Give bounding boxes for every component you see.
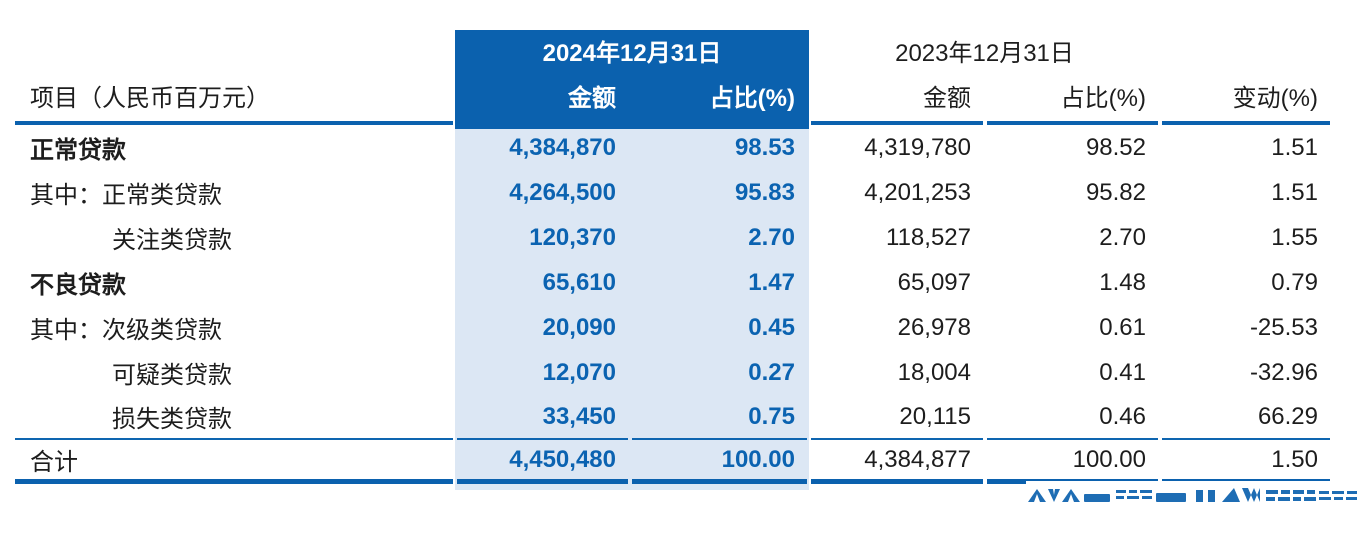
cell-ratio-2024: 1.47 <box>748 268 795 296</box>
row-label: 不良贷款 <box>30 272 126 299</box>
cell-ratio-2024: 0.75 <box>632 395 807 440</box>
cell-ratio-2024: 98.53 <box>734 133 795 161</box>
cell-change: 1.51 <box>1271 133 1318 161</box>
cell-amount-2023: 4,201,253 <box>864 178 971 206</box>
table-row-special-mention-loans: 关注类贷款 120,370 2.70 118,527 2.70 1.55 <box>15 215 1330 260</box>
row-label: 其中：次级类贷款 <box>30 317 222 344</box>
table-row-pass-loans: 其中：正常类贷款 4,264,500 95.83 4,201,253 95.82… <box>15 170 1330 215</box>
cell-amount-2024: 4,450,480 <box>457 440 628 484</box>
row-label: 损失类贷款 <box>15 395 453 440</box>
cell-ratio-2023: 95.82 <box>1085 178 1146 206</box>
col-header-amount-2024: 金额 <box>457 70 628 125</box>
cell-ratio-2023: 0.61 <box>1099 313 1146 341</box>
cell-change: 66.29 <box>1162 395 1330 440</box>
table-row-total: 合计 4,450,480 100.00 4,384,877 100.00 1.5… <box>15 440 1330 484</box>
cell-ratio-2024: 100.00 <box>632 440 807 484</box>
table-row-substandard-loans: 其中：次级类贷款 20,090 0.45 26,978 0.61 -25.53 <box>15 305 1330 350</box>
cell-ratio-2023: 100.00 <box>987 440 1158 484</box>
col-header-project: 项目（人民币百万元） <box>15 70 453 125</box>
table-row-doubtful-loans: 可疑类贷款 12,070 0.27 18,004 0.41 -32.96 <box>15 350 1330 395</box>
cell-change: 1.51 <box>1271 178 1318 206</box>
cell-ratio-2024: 0.45 <box>748 313 795 341</box>
cell-ratio-2023: 98.52 <box>1085 133 1146 161</box>
highlight-2024-column-band <box>455 129 809 490</box>
row-label: 其中：正常类贷款 <box>30 182 222 209</box>
cell-change: 0.79 <box>1271 268 1318 296</box>
cell-amount-2024: 4,264,500 <box>509 178 616 206</box>
row-label: 合计 <box>15 440 453 484</box>
row-label: 关注类贷款 <box>112 227 232 254</box>
table-row-npl: 不良贷款 65,610 1.47 65,097 1.48 0.79 <box>15 260 1330 305</box>
col-header-ratio-2023: 占比(%) <box>987 70 1158 125</box>
cell-ratio-2023: 0.46 <box>987 395 1158 440</box>
cell-amount-2024: 12,070 <box>542 358 616 386</box>
cell-change: -32.96 <box>1249 358 1318 386</box>
col-header-change: 变动(%) <box>1162 70 1330 125</box>
cell-amount-2023: 26,978 <box>897 313 971 341</box>
cell-amount-2024: 20,090 <box>542 313 616 341</box>
cell-ratio-2024: 2.70 <box>748 223 795 251</box>
cell-change: 1.55 <box>1271 223 1318 251</box>
cell-change: -25.53 <box>1249 313 1318 341</box>
table-row-loss-loans: 损失类贷款 33,450 0.75 20,115 0.46 66.29 <box>15 395 1330 440</box>
highlight-2024-header-box <box>455 30 809 129</box>
column-header-row: 项目（人民币百万元） 金额 占比(%) 金额 占比(%) 变动(%) <box>15 70 1330 125</box>
row-label: 正常贷款 <box>30 137 126 164</box>
cell-amount-2024: 33,450 <box>457 395 628 440</box>
cell-amount-2023: 20,115 <box>811 395 983 440</box>
cell-amount-2023: 65,097 <box>897 268 971 296</box>
cell-amount-2024: 120,370 <box>529 223 616 251</box>
cell-ratio-2023: 1.48 <box>1099 268 1146 296</box>
cell-amount-2024: 65,610 <box>542 268 616 296</box>
table-row-normal-loans: 正常贷款 4,384,870 98.53 4,319,780 98.52 1.5… <box>15 125 1330 170</box>
col-header-ratio-2024: 占比(%) <box>632 70 807 125</box>
cell-ratio-2024: 0.27 <box>748 358 795 386</box>
cell-ratio-2024: 95.83 <box>734 178 795 206</box>
cell-amount-2023: 118,527 <box>886 223 971 251</box>
row-label: 可疑类贷款 <box>112 362 232 389</box>
cell-ratio-2023: 0.41 <box>1099 358 1146 386</box>
watermark-logo-icon <box>1026 481 1362 509</box>
group-header-row: 2024年12月31日 2023年12月31日 <box>15 30 1330 70</box>
cell-amount-2023: 18,004 <box>897 358 971 386</box>
col-group-2024: 2024年12月31日 <box>542 39 722 67</box>
empty-cell <box>15 30 453 70</box>
col-group-2023: 2023年12月31日 <box>895 39 1074 67</box>
cell-amount-2023: 4,384,877 <box>811 440 983 484</box>
cell-ratio-2023: 2.70 <box>1099 223 1146 251</box>
cell-amount-2023: 4,319,780 <box>864 133 971 161</box>
cell-amount-2024: 4,384,870 <box>509 133 616 161</box>
col-header-amount-2023: 金额 <box>811 70 983 125</box>
loan-classification-table: 2024年12月31日 2023年12月31日 项目（人民币百万元） 金额 占比… <box>11 30 1334 484</box>
cell-change: 1.50 <box>1162 440 1330 484</box>
empty-cell <box>1162 30 1330 70</box>
